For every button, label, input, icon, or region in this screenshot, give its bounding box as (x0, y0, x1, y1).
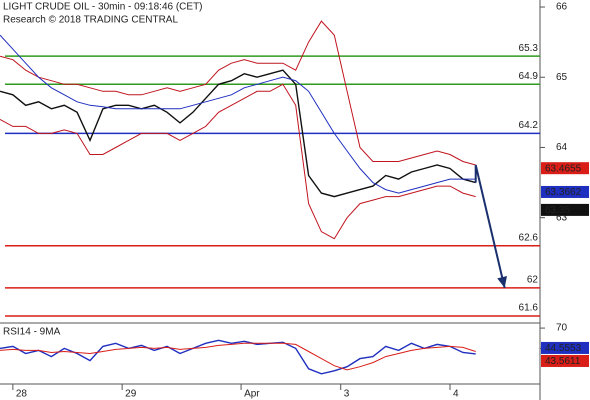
chart-title: LIGHT CRUDE OIL - 30min - 09:18:46 (CET) (3, 2, 203, 13)
price-tag (541, 162, 589, 175)
price-tag-label: 63.35 (545, 205, 570, 216)
chart-subtitle: Research © 2018 TRADING CENTRAL (3, 15, 178, 26)
y-tick-label: 63 (556, 212, 568, 223)
level-label: 62 (527, 275, 539, 286)
x-tick-label: 4 (453, 389, 459, 400)
price-tag-label: 44.5553 (545, 343, 582, 354)
price-tag-label: 63.4655 (545, 163, 582, 174)
level-label: 65.3 (519, 43, 539, 54)
x-tick-label: 29 (125, 389, 137, 400)
level-label: 62.6 (519, 232, 539, 243)
forecast-arrow (474, 164, 506, 289)
price-tag-label: 43.5611 (545, 356, 581, 367)
y-tick-label: 70 (556, 323, 568, 334)
price-tag-label: 63.3662 (545, 187, 582, 198)
x-tick-label: Apr (244, 389, 260, 400)
y-tick-label: 65 (556, 72, 568, 83)
series-line (0, 20, 476, 166)
price-tag (541, 185, 589, 198)
series-line (0, 34, 476, 194)
arrow-head (497, 276, 507, 288)
series-line (0, 83, 476, 240)
x-tick-label: 28 (16, 389, 28, 400)
price-tag (541, 203, 589, 216)
series-line (0, 339, 476, 375)
price-tag (541, 354, 589, 367)
x-tick-label: 3 (344, 389, 350, 400)
level-label: 61.6 (519, 303, 539, 314)
rsi-title: RSI14 - 9MA (3, 327, 61, 338)
series-line (0, 69, 476, 198)
y-tick-label: 66 (556, 2, 568, 13)
level-label: 64.9 (519, 71, 539, 82)
price-tag (541, 341, 589, 354)
y-tick-label: 64 (556, 142, 568, 153)
series-line (0, 342, 476, 371)
level-label: 64.2 (519, 120, 539, 131)
